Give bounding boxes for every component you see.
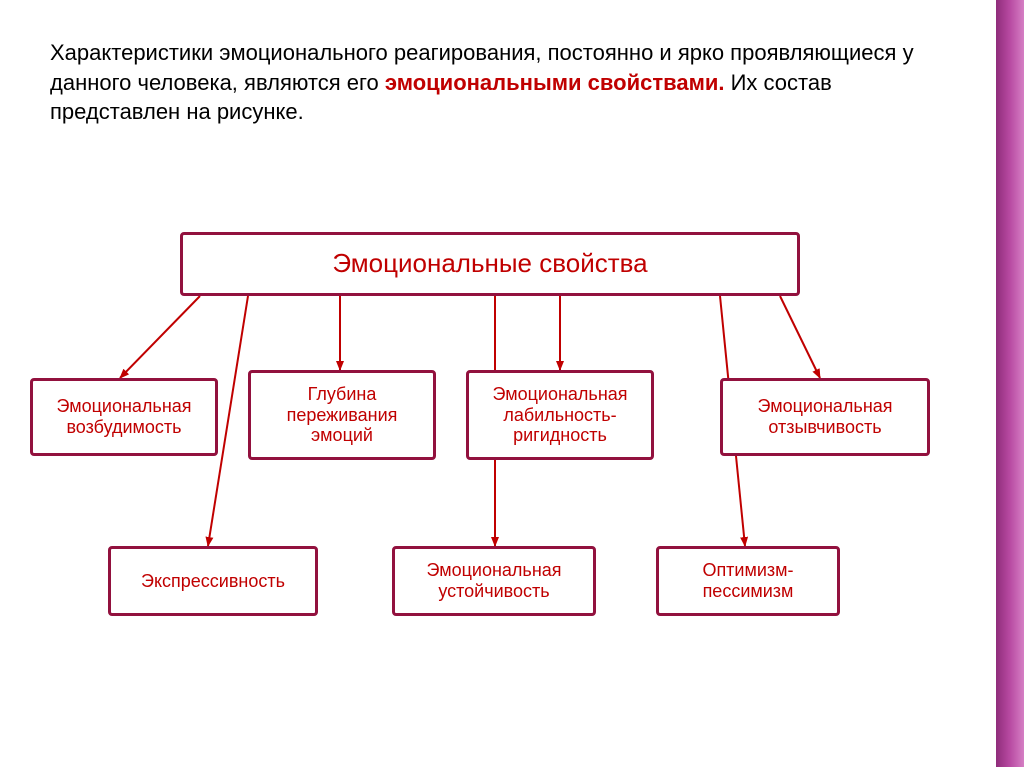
side-gradient [996, 0, 1024, 767]
child-row2-2: Оптимизм-пессимизм [656, 546, 840, 616]
intro-text: Характеристики эмоционального реагирован… [50, 38, 920, 127]
child-row1-2: Эмоциональная лабильность-ригидность [466, 370, 654, 460]
child-row1-0: Эмоциональная возбудимость [30, 378, 218, 456]
intro-highlight: эмоциональными свойствами. [385, 70, 725, 95]
child-row1-1: Глубина переживания эмоций [248, 370, 436, 460]
child-row2-1: Эмоциональная устойчивость [392, 546, 596, 616]
child-row1-3: Эмоциональная отзывчивость [720, 378, 930, 456]
root-node: Эмоциональные свойства [180, 232, 800, 296]
slide: Характеристики эмоционального реагирован… [0, 0, 1024, 767]
child-row2-0: Экспрессивность [108, 546, 318, 616]
